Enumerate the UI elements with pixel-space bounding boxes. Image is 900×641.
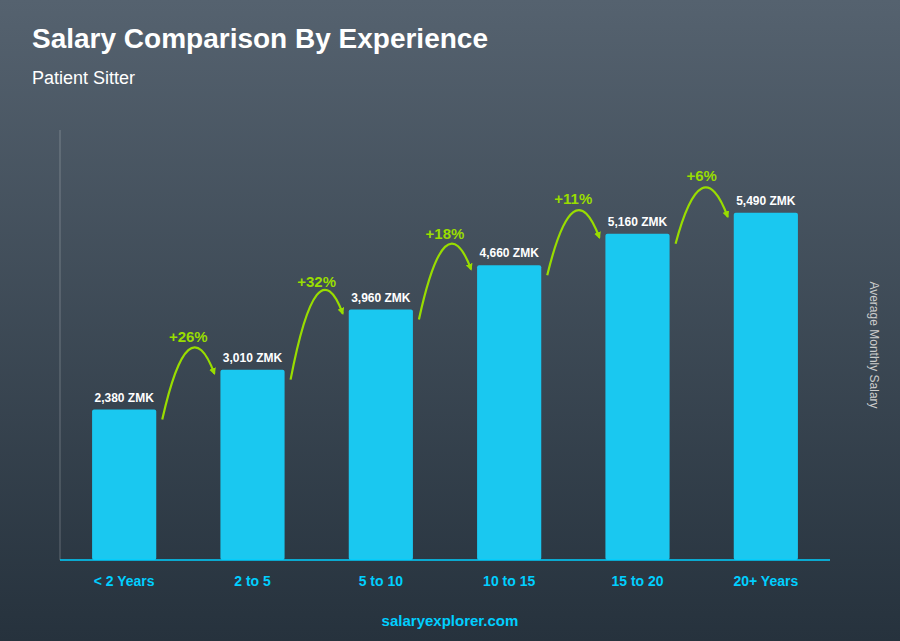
y-axis-line bbox=[60, 130, 61, 560]
annotation: +6% bbox=[686, 167, 716, 184]
growth-arrow bbox=[419, 244, 471, 320]
bar bbox=[477, 265, 541, 560]
subtitle: Patient Sitter bbox=[32, 68, 135, 88]
growth-arrow bbox=[547, 210, 599, 275]
bars bbox=[92, 213, 798, 560]
bar bbox=[605, 234, 669, 560]
bar bbox=[92, 410, 156, 561]
x-tick-label: 20+ Years bbox=[733, 573, 798, 589]
background bbox=[0, 0, 900, 641]
bar bbox=[734, 213, 798, 560]
data-label: 4,660 ZMK bbox=[479, 246, 539, 260]
x-tick-label: 5 to 10 bbox=[359, 573, 404, 589]
x-tick-label: 2 to 5 bbox=[234, 573, 271, 589]
x-axis-line bbox=[60, 559, 830, 561]
x-tick-label: 15 to 20 bbox=[611, 573, 663, 589]
data-label: 3,960 ZMK bbox=[351, 291, 411, 305]
growth-arrow bbox=[291, 290, 343, 380]
annotation: +32% bbox=[297, 273, 336, 290]
annotation: +18% bbox=[426, 225, 465, 242]
chart-svg: Salary Comparison By Experience Patient S… bbox=[0, 0, 900, 641]
growth-arrow bbox=[676, 187, 728, 243]
growth-arrow bbox=[162, 347, 214, 419]
annotation: +11% bbox=[554, 190, 592, 207]
chart-container: Salary Comparison By Experience Patient S… bbox=[0, 0, 900, 641]
bar bbox=[349, 310, 413, 560]
x-tick-label: < 2 Years bbox=[94, 573, 155, 589]
title: Salary Comparison By Experience bbox=[32, 23, 488, 54]
data-label: 5,160 ZMK bbox=[608, 215, 668, 229]
x-tick-label: 10 to 15 bbox=[483, 573, 535, 589]
y-axis-label: Average Monthly Salary bbox=[867, 281, 881, 408]
bar bbox=[220, 370, 284, 560]
data-label: 2,380 ZMK bbox=[94, 391, 154, 405]
data-label: 3,010 ZMK bbox=[223, 351, 283, 365]
annotation: +26% bbox=[169, 328, 208, 345]
data-label: 5,490 ZMK bbox=[736, 194, 796, 208]
source: salaryexplorer.com bbox=[382, 612, 519, 629]
